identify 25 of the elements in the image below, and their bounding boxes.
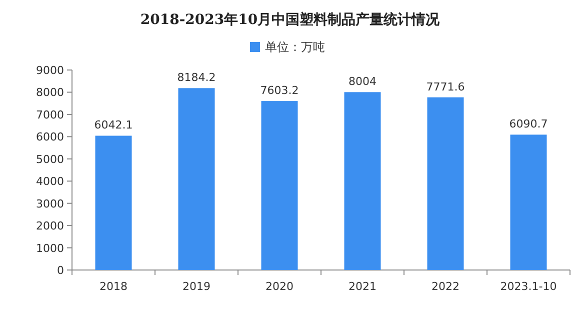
data-label: 8184.2 xyxy=(177,71,216,84)
data-label: 7603.2 xyxy=(260,84,299,98)
y-tick-label: 6000 xyxy=(36,130,64,144)
y-tick-label: 3000 xyxy=(36,197,64,210)
y-tick-label: 4000 xyxy=(36,175,64,188)
legend-label: 单位：万吨 xyxy=(265,40,325,54)
chart-title: 2018-2023年10月中国塑料制品产量统计情况 xyxy=(140,11,441,28)
y-tick-label: 8000 xyxy=(36,86,64,100)
x-tick-label: 2022 xyxy=(432,280,460,293)
x-tick-label: 2018 xyxy=(100,280,128,293)
y-tick-label: 0 xyxy=(57,264,64,277)
y-tick-label: 9000 xyxy=(36,64,64,77)
x-tick-label: 2019 xyxy=(182,280,210,293)
y-tick-label: 1000 xyxy=(36,242,64,255)
y-tick-label: 5000 xyxy=(36,152,64,166)
x-tick-label: 2021 xyxy=(348,280,376,293)
y-tick-label: 7000 xyxy=(36,108,64,122)
data-label: 6090.7 xyxy=(509,118,548,131)
data-label: 8004 xyxy=(348,75,376,88)
y-tick-label: 2000 xyxy=(36,220,64,233)
x-tick-label: 2023.1-10 xyxy=(500,280,557,293)
legend: 单位：万吨 xyxy=(250,40,325,54)
data-label: 6042.1 xyxy=(94,118,133,132)
data-label: 7771.6 xyxy=(426,80,465,94)
x-tick-label: 2020 xyxy=(266,280,294,293)
